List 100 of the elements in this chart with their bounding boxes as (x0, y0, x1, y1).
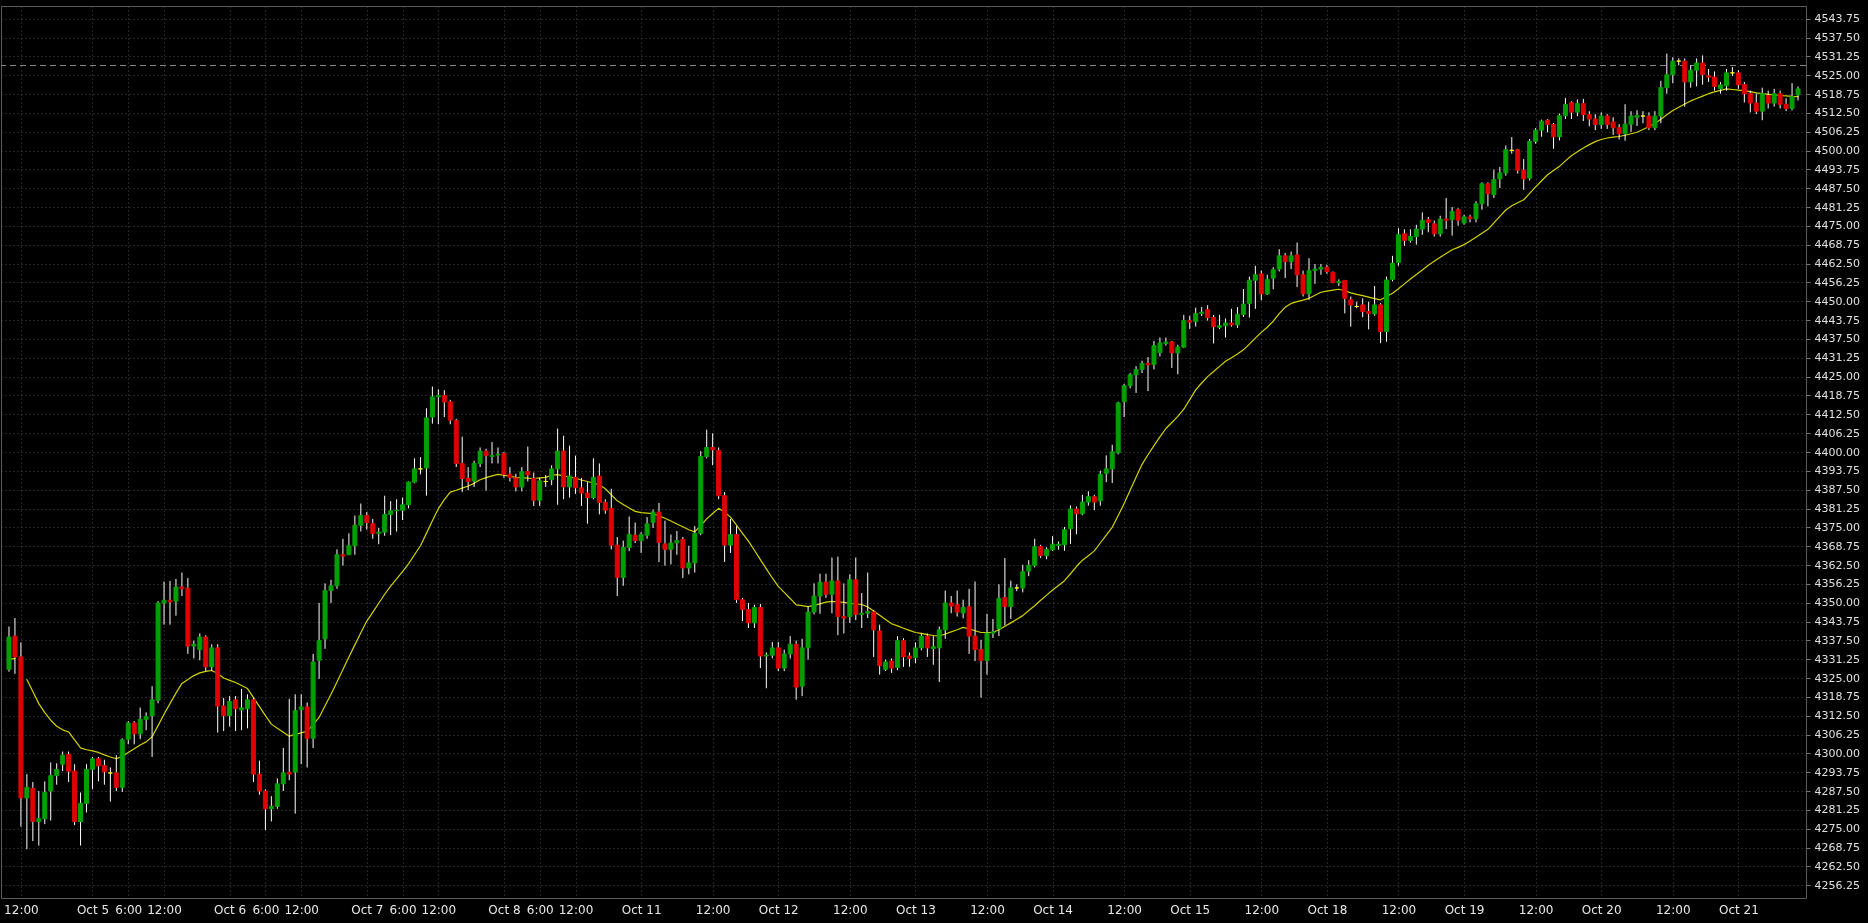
y-tick-label: 4468.75 (1814, 238, 1860, 252)
candlestick (1449, 206, 1455, 237)
candlestick (823, 573, 829, 599)
y-tick-label: 4456.25 (1814, 275, 1860, 289)
candlestick (829, 556, 835, 614)
candlestick (113, 754, 119, 792)
y-tick-label: 4262.50 (1814, 859, 1860, 873)
candlestick (1145, 356, 1151, 392)
candlestick (370, 518, 376, 540)
candlestick (960, 599, 966, 619)
y-tick-label: 4306.25 (1814, 728, 1860, 742)
x-tick-label: 12:00 (833, 902, 868, 917)
x-tick-label: 12:00 (558, 902, 594, 917)
x-tick-label: 12:00 (970, 902, 1005, 917)
candlestick (340, 538, 346, 567)
candlestick (590, 457, 596, 500)
y-tick-label: 4375.00 (1814, 520, 1860, 534)
y-tick-label: 4443.75 (1814, 313, 1860, 327)
candlestick (662, 520, 668, 567)
candlestick (286, 698, 292, 781)
y-tick-label: 4418.75 (1814, 389, 1860, 402)
candlestick (1467, 214, 1473, 223)
y-tick-label: 4500.00 (1814, 144, 1860, 158)
y-tick-label: 4362.50 (1814, 558, 1860, 572)
candlestick (1443, 197, 1449, 230)
x-tick-label: Oct 5 (76, 902, 110, 917)
candlestick (1264, 274, 1270, 296)
x-tick-label: Oct 8 (488, 902, 521, 917)
candlestick (537, 477, 543, 507)
candlestick (1282, 252, 1288, 279)
y-tick-label: 4318.75 (1814, 690, 1860, 704)
x-tick-label: Oct 14 (1033, 902, 1074, 917)
candlestick (167, 580, 173, 626)
candlestick (1169, 340, 1175, 369)
candlestick (531, 471, 537, 507)
x-tick-label: 12:00 (4, 902, 39, 917)
candlestick (567, 445, 573, 498)
y-tick-label: 4300.00 (1814, 746, 1860, 760)
candlestick (1682, 57, 1688, 108)
x-tick-label: Oct 13 (896, 902, 936, 917)
candlestick (751, 604, 757, 629)
candlestick (1073, 506, 1079, 535)
candlestick (209, 643, 215, 672)
x-tick-label: Oct 7 (351, 902, 384, 917)
candlestick (227, 695, 233, 728)
candlestick (316, 602, 322, 680)
y-tick-label: 4393.75 (1814, 464, 1860, 478)
candlestick (775, 641, 781, 672)
y-tick-label: 4518.75 (1814, 87, 1860, 101)
candlestick (173, 578, 179, 617)
y-tick-label: 4337.50 (1814, 633, 1860, 647)
y-tick-label: 4287.50 (1814, 784, 1860, 798)
candlestick (650, 509, 656, 529)
y-tick-label: 4512.50 (1814, 106, 1860, 120)
candlestick (525, 446, 531, 483)
y-tick-label: 4356.25 (1814, 577, 1860, 591)
y-tick-label: 4256.25 (1814, 878, 1860, 892)
candlestick (519, 466, 525, 492)
candlestick (1002, 557, 1008, 626)
y-tick-label: 4275.00 (1814, 822, 1860, 836)
x-tick-label: 6:00 (389, 902, 417, 917)
candlestick (233, 695, 239, 732)
candlestick (1640, 110, 1646, 124)
y-tick-label: 4400.00 (1814, 445, 1860, 459)
x-tick-label: Oct 15 (1170, 902, 1211, 917)
x-tick-label: 6:00 (526, 902, 554, 917)
candlestick (1437, 215, 1443, 238)
x-tick-label: 12:00 (1107, 902, 1142, 917)
y-tick-label: 4506.25 (1814, 125, 1860, 139)
y-tick-label: 4387.50 (1814, 483, 1860, 497)
y-tick-label: 4475.00 (1814, 219, 1860, 233)
y-tick-label: 4325.00 (1814, 671, 1860, 685)
x-tick-label: Oct 18 (1307, 902, 1348, 917)
y-tick-label: 4368.75 (1814, 539, 1860, 553)
y-tick-label: 4425.00 (1814, 370, 1860, 384)
candlestick (1372, 285, 1378, 317)
candlestick (1258, 270, 1264, 301)
x-tick-label: 12:00 (695, 902, 731, 917)
y-tick-label: 4493.75 (1814, 162, 1860, 176)
y-tick-label: 4293.75 (1814, 765, 1860, 779)
y-tick-label: 4281.25 (1814, 803, 1860, 817)
x-tick-label: Oct 21 (1718, 902, 1759, 917)
candlestick (728, 518, 734, 554)
x-tick-label: 12:00 (1655, 902, 1691, 917)
candlestick (871, 609, 877, 658)
y-tick-label: 4487.50 (1814, 181, 1860, 195)
y-tick-label: 4381.25 (1814, 502, 1860, 515)
x-tick-label: 12:00 (147, 902, 182, 917)
y-tick-label: 4543.75 (1814, 12, 1860, 26)
x-tick-label: 6:00 (252, 902, 280, 917)
candlestick (1008, 580, 1014, 620)
x-tick-label: Oct 6 (214, 902, 247, 917)
candlestick (1288, 251, 1294, 270)
candlestick (632, 522, 638, 544)
x-tick-label: 12:00 (1244, 902, 1280, 917)
y-tick-label: 4431.25 (1814, 351, 1860, 365)
y-tick-label: 4406.25 (1814, 426, 1860, 440)
candlestick (483, 448, 489, 492)
x-tick-label: 12:00 (421, 902, 457, 917)
x-tick-label: Oct 19 (1444, 902, 1485, 917)
